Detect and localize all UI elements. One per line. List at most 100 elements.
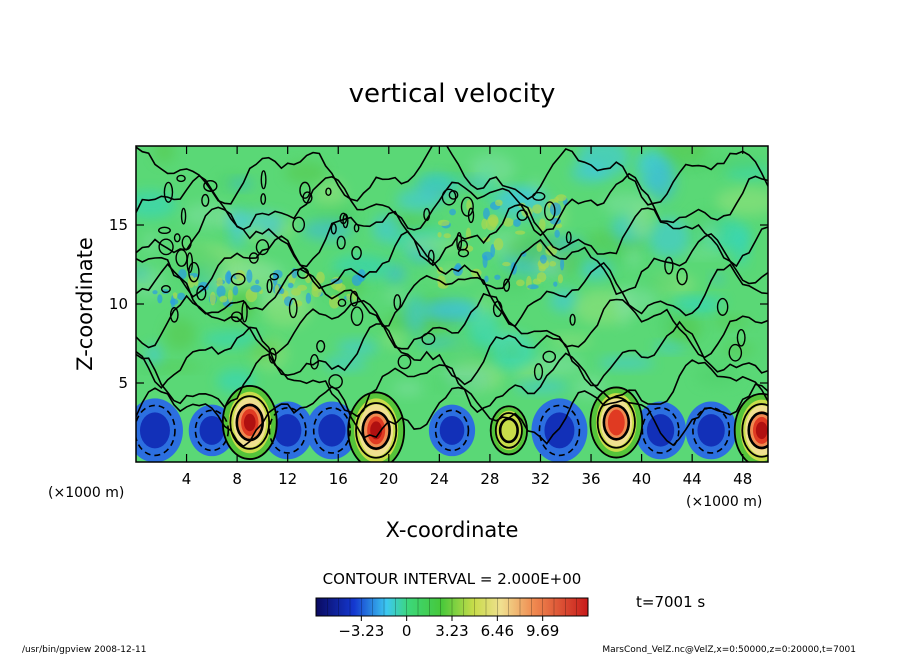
turbulence-cell xyxy=(346,293,352,301)
x-tick-label: 36 xyxy=(581,470,600,488)
contour-loop xyxy=(160,285,171,294)
turbulence-cell xyxy=(443,233,452,239)
turbulence-cell xyxy=(532,204,543,214)
field-patch xyxy=(372,214,401,244)
field-patch xyxy=(228,178,254,190)
field-patch xyxy=(136,190,177,219)
contour-loop xyxy=(260,170,267,190)
contour-loop xyxy=(337,298,347,307)
turbulence-cell xyxy=(287,282,294,289)
turbulence-cell xyxy=(555,223,563,229)
field-patch xyxy=(653,342,686,352)
updraft-contour xyxy=(361,410,391,450)
field-patch xyxy=(392,381,424,397)
contour-loop xyxy=(427,249,435,265)
updraft-contour xyxy=(589,386,644,459)
updraft-contour xyxy=(347,391,406,462)
updraft-layer xyxy=(755,421,768,440)
field-patch xyxy=(648,217,690,258)
field-patch xyxy=(202,331,264,348)
turbulence-cell xyxy=(481,218,488,230)
turbulence-cell xyxy=(216,277,223,288)
x-tick-label: 16 xyxy=(329,470,348,488)
contour-loop xyxy=(201,193,210,207)
turbulence-cell xyxy=(515,230,526,235)
turbulence-cell xyxy=(232,285,239,296)
turbulence-cell xyxy=(549,202,562,217)
downdraft-contour xyxy=(538,404,581,457)
updraft-layer xyxy=(495,410,523,451)
turbulence-cell xyxy=(536,243,543,252)
turbulence-cell xyxy=(493,237,504,251)
contour-loop xyxy=(569,313,576,326)
contour-loop xyxy=(292,216,306,233)
contour-loop xyxy=(565,231,572,244)
downdraft-contour xyxy=(312,407,351,454)
x-axis-unit-right: (×1000 m) xyxy=(686,494,762,510)
contour-loop xyxy=(448,190,459,200)
x-tick-label: 12 xyxy=(278,470,297,488)
turbulence-cell xyxy=(481,251,493,261)
colorbar-divisions xyxy=(315,598,589,616)
x-tick-label: 44 xyxy=(683,470,702,488)
contour-loop xyxy=(664,256,674,275)
colorbar-tick-label: 3.23 xyxy=(435,622,468,640)
zero-contour xyxy=(136,292,768,359)
zero-contour xyxy=(136,172,768,237)
y-tick-label: 10 xyxy=(109,295,128,313)
field-patch xyxy=(505,345,519,355)
turbulence-cell xyxy=(449,208,456,216)
turbulence-cell xyxy=(250,284,262,293)
contour-loop xyxy=(316,339,326,353)
field-patch xyxy=(419,176,464,186)
contour-loop xyxy=(716,297,729,316)
turbulence-cell xyxy=(305,292,312,304)
turbulence-cell xyxy=(487,214,499,226)
contour-loop xyxy=(353,223,360,233)
turbulence-cell xyxy=(255,279,260,285)
downdraft-core xyxy=(646,414,675,447)
contour-loop xyxy=(266,278,273,294)
contour-loop xyxy=(230,272,246,286)
turbulence-cell xyxy=(316,271,325,284)
turbulence-cell xyxy=(557,274,564,284)
turbulence-cell xyxy=(216,285,226,298)
downdraft-core xyxy=(318,414,346,447)
turbulence-cell xyxy=(560,257,565,271)
field-patch xyxy=(733,230,749,267)
footer-left: /usr/bin/gpview 2008-12-11 xyxy=(22,645,146,654)
contour-loop xyxy=(248,252,259,264)
turbulence-cell xyxy=(538,218,546,231)
turbulence-cell xyxy=(226,270,232,285)
colorbar-tick-label: 9.69 xyxy=(526,622,559,640)
downdraft-core xyxy=(274,414,302,447)
updraft-contour xyxy=(747,411,768,450)
turbulence-cell xyxy=(494,274,501,280)
contour-loop xyxy=(393,294,402,311)
contour-loop xyxy=(349,290,359,307)
contour-loop xyxy=(188,261,200,283)
contour-loop xyxy=(397,354,412,370)
updraft-contour xyxy=(498,417,519,444)
field-patch xyxy=(153,146,175,164)
contour-loop xyxy=(241,301,248,323)
downdraft-core xyxy=(139,412,170,449)
contour-loop xyxy=(255,239,270,256)
updraft-layer xyxy=(243,413,256,432)
updraft-contour xyxy=(602,404,631,441)
y-axis-label: Z-coordinate xyxy=(73,237,97,371)
contour-loop xyxy=(543,201,556,221)
field-patch xyxy=(144,231,157,255)
colorbar-tick-label: 6.46 xyxy=(481,622,514,640)
turbulence-cell xyxy=(152,290,158,295)
field-patch xyxy=(222,211,287,230)
turbulence-cell xyxy=(235,270,246,281)
colorbar-tick-label: −3.23 xyxy=(338,622,384,640)
field-patch xyxy=(164,317,196,351)
downdraft-core xyxy=(439,415,465,445)
x-tick-label: 24 xyxy=(430,470,449,488)
field-patch xyxy=(468,309,499,348)
contour-loop xyxy=(163,181,174,203)
